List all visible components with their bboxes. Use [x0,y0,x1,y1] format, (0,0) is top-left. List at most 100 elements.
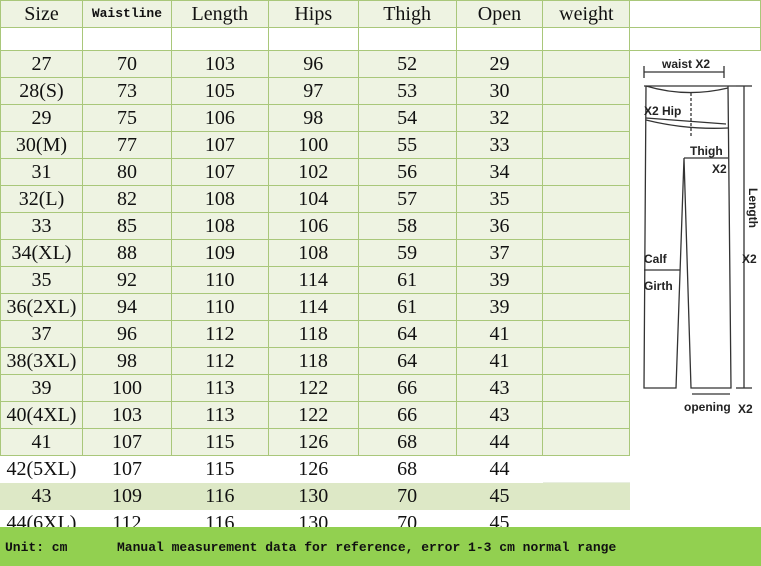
cell-size: 30(M) [0,131,83,159]
cell-waistline: 75 [81,104,172,132]
cell-size: 34(XL) [0,239,83,267]
header-weight: weight [542,0,631,28]
diagram-cell [629,50,761,78]
label-thigh-x2: X2 [712,162,727,176]
cell-open: 43 [455,401,544,429]
cell-size: 28(S) [0,77,83,105]
cell-length: 108 [170,212,269,240]
cell-open: 41 [455,320,544,348]
cell-weight [542,482,631,510]
cell-size: 32(L) [0,185,83,213]
cell-open: 37 [455,239,544,267]
table-row: 43 109 116 130 70 45 [0,482,761,510]
cell-weight [542,212,631,240]
diagram-cell [629,455,761,483]
blank-cell [81,27,172,51]
cell-weight [542,131,631,159]
cell-open: 39 [455,266,544,294]
cell-open: 39 [455,293,544,321]
cell-size: 43 [0,482,83,510]
table-row: 33 85 108 106 58 36 [0,212,761,240]
pants-outline [643,85,732,389]
cell-size: 29 [0,104,83,132]
cell-weight [542,347,631,375]
cell-length: 108 [170,185,269,213]
cell-thigh: 64 [357,347,457,375]
diagram-cell [629,482,761,510]
cell-waistline: 96 [81,320,172,348]
cell-size: 39 [0,374,83,402]
cell-waistline: 73 [81,77,172,105]
cell-length: 110 [170,266,269,294]
cell-thigh: 64 [357,320,457,348]
cell-hips: 118 [267,320,359,348]
diagram-cell [629,185,761,213]
table-row: 38(3XL) 98 112 118 64 41 [0,347,761,375]
cell-hips: 96 [267,50,359,78]
cell-waistline: 80 [81,158,172,186]
label-girth: Girth [644,279,673,293]
cell-open: 36 [455,212,544,240]
blank-cell [0,27,83,51]
cell-weight [542,239,631,267]
header-hips: Hips [267,0,359,28]
header-empty [629,0,761,28]
cell-open: 41 [455,347,544,375]
cell-length: 107 [170,131,269,159]
cell-length: 116 [170,482,269,510]
cell-waistline: 94 [81,293,172,321]
table-row: 36(2XL) 94 110 114 61 39 [0,293,761,321]
cell-thigh: 66 [357,401,457,429]
cell-hips: 130 [267,482,359,510]
label-thigh: Thigh [690,144,723,158]
cell-open: 43 [455,374,544,402]
cell-open: 32 [455,104,544,132]
table-row: 37 96 112 118 64 41 [0,320,761,348]
cell-thigh: 61 [357,266,457,294]
cell-hips: 118 [267,347,359,375]
cell-hips: 106 [267,212,359,240]
cell-size: 33 [0,212,83,240]
diagram-cell [629,77,761,105]
cell-hips: 104 [267,185,359,213]
cell-weight [542,401,631,429]
diagram-cell [629,212,761,240]
cell-hips: 97 [267,77,359,105]
cell-thigh: 68 [357,455,457,483]
cell-waistline: 103 [81,401,172,429]
cell-thigh: 66 [357,374,457,402]
cell-size: 35 [0,266,83,294]
blank-row [0,27,761,51]
cell-hips: 114 [267,293,359,321]
cell-waistline: 100 [81,374,172,402]
cell-length: 113 [170,401,269,429]
cell-weight [542,266,631,294]
diagram-cell [629,266,761,294]
cell-size: 42(5XL) [0,455,83,483]
pants-measurement-diagram: waist X2 X2 Hip Thigh X2 Length X2 Calf … [643,58,760,416]
label-waist: waist X2 [661,58,710,71]
cell-weight [542,158,631,186]
cell-length: 105 [170,77,269,105]
cell-length: 112 [170,320,269,348]
cell-waistline: 92 [81,266,172,294]
cell-weight [542,374,631,402]
cell-hips: 98 [267,104,359,132]
cell-hips: 114 [267,266,359,294]
cell-weight [542,293,631,321]
diagram-cell [629,347,761,375]
diagram-cell [629,293,761,321]
cell-hips: 122 [267,374,359,402]
cell-open: 44 [455,455,544,483]
label-opening: opening [684,400,731,414]
cell-weight [542,104,631,132]
cell-thigh: 53 [357,77,457,105]
table-row: 35 92 110 114 61 39 [0,266,761,294]
cell-length: 107 [170,158,269,186]
unit-label: Unit: cm [5,540,68,555]
cell-hips: 108 [267,239,359,267]
cell-open: 35 [455,185,544,213]
label-calf: Calf [644,252,668,266]
cell-hips: 100 [267,131,359,159]
cell-length: 115 [170,428,269,456]
